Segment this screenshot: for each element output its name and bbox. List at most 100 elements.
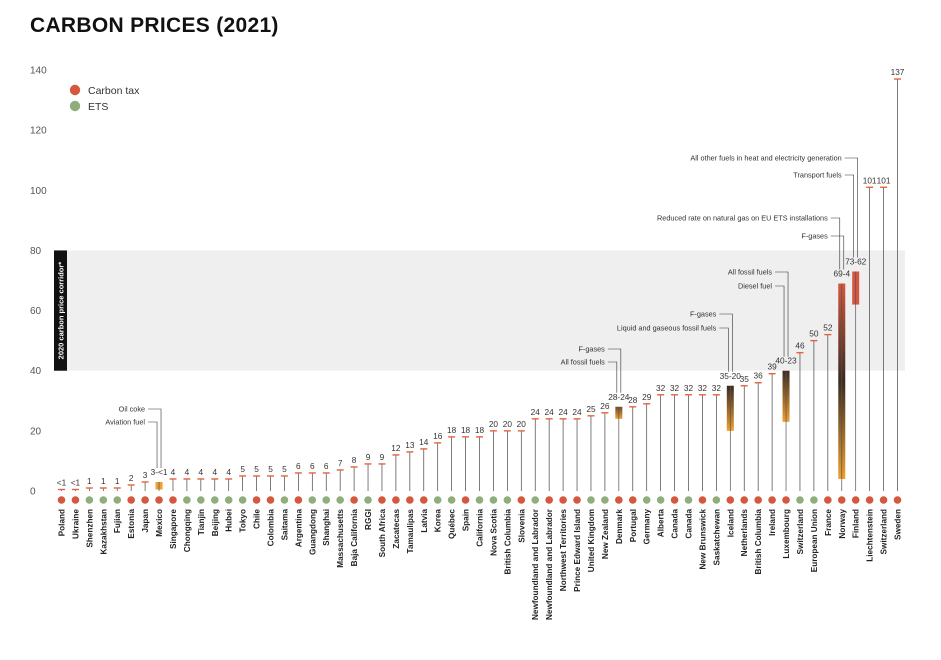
data-label: 5 [282, 464, 287, 474]
category-label: Shenzhen [85, 509, 94, 548]
data-label: 52 [823, 323, 833, 333]
data-label: 32 [670, 383, 680, 393]
category-dot-ets [796, 496, 804, 504]
data-label: 1 [87, 476, 92, 486]
data-label: 73-62 [845, 256, 867, 266]
y-tick-label: 100 [30, 186, 47, 197]
data-label: 29 [642, 392, 652, 402]
y-tick-label: 80 [30, 246, 42, 257]
category-dot-ets [656, 496, 665, 504]
category-label: New Brunswick [698, 509, 707, 570]
category-dot-tax [851, 496, 860, 504]
category-dot-tax [169, 496, 177, 504]
y-tick-label: 20 [30, 426, 42, 437]
data-label: 1 [101, 476, 106, 486]
category-label: Luxembourg [782, 509, 791, 559]
category-label: Denmark [615, 509, 624, 544]
data-label: 6 [310, 461, 315, 471]
category-label: Spain [462, 509, 471, 531]
data-label: 32 [656, 383, 666, 393]
category-dot-tax [266, 496, 275, 504]
data-label: 46 [795, 341, 805, 351]
data-label: 20 [489, 419, 499, 429]
category-label: Hubei [225, 509, 234, 532]
category-dot-ets [99, 496, 108, 504]
category-label: Québec [448, 509, 457, 539]
category-label: France [824, 509, 833, 536]
category-dot-ets [280, 496, 289, 504]
category-label: Ireland [768, 509, 777, 536]
category-label: Singapore [169, 509, 178, 549]
category-label: Switzerland [880, 509, 889, 555]
data-label: 32 [698, 383, 708, 393]
annotation-label: Reduced rate on natural gas on EU ETS in… [657, 214, 828, 223]
category-dot-ets [224, 496, 233, 504]
data-label: 28 [628, 395, 638, 405]
data-label: 5 [268, 464, 273, 474]
price-corridor-band [55, 250, 905, 371]
category-dot-ets [85, 496, 94, 504]
data-label: 5 [240, 464, 245, 474]
price-corridor-label-bg [54, 250, 67, 371]
category-label: Northwest Territories [559, 509, 568, 592]
category-label: Liechtenstein [866, 509, 875, 562]
category-label: RGGI [364, 509, 373, 530]
category-label: Germany [643, 509, 652, 545]
category-dot-tax [628, 496, 637, 504]
category-dot-tax [865, 496, 874, 504]
category-label: British Columbia [503, 509, 512, 575]
category-label: Alberta [657, 509, 666, 538]
category-dot-ets [322, 496, 331, 504]
category-dot-ets [308, 496, 317, 504]
category-dot-tax [559, 496, 567, 504]
category-dot-tax [754, 496, 762, 504]
data-label: 35-20 [720, 371, 742, 381]
category-dot-tax [252, 496, 261, 504]
category-label: Tokyo [239, 509, 248, 533]
data-label: 14 [419, 437, 429, 447]
data-label: 26 [600, 401, 610, 411]
data-label: 69-4 [833, 269, 850, 279]
data-label: 12 [391, 443, 401, 453]
category-dot-tax [782, 496, 790, 504]
category-label: Estonia [127, 509, 136, 539]
annotation-leader [148, 421, 158, 468]
data-label: 4 [171, 467, 176, 477]
data-label: 6 [296, 461, 301, 471]
category-label: United Kingdom [587, 509, 596, 572]
y-tick-label: 120 [30, 126, 47, 137]
category-dot-tax [545, 496, 553, 504]
data-label: <1 [57, 477, 67, 487]
legend-label: ETS [88, 101, 108, 113]
data-label: 3-<1 [151, 467, 168, 477]
chart-title: CARBON PRICES (2021) [30, 14, 279, 37]
data-label: 24 [572, 407, 582, 417]
annotation-leader [607, 348, 622, 393]
category-dot-ets [587, 496, 595, 504]
category-dot-tax [837, 496, 846, 504]
category-label: Newfoundland and Labrador [531, 508, 540, 620]
category-dot-tax [57, 496, 66, 504]
category-label: Baja California [350, 509, 359, 567]
legend-dot-ets [69, 100, 81, 112]
annotation-label: F-gases [578, 345, 605, 354]
category-dot-tax [141, 496, 149, 504]
data-label: 18 [447, 425, 457, 435]
category-label: Nova Scotia [489, 509, 498, 556]
category-label: Poland [58, 509, 67, 536]
category-dot-tax [670, 496, 679, 504]
annotation-label: F-gases [801, 232, 828, 241]
category-label: Colombia [267, 509, 276, 547]
category-dot-ets [336, 496, 344, 504]
data-label: 18 [475, 425, 485, 435]
data-label: 24 [558, 407, 568, 417]
annotation-label: All fossil fuels [561, 358, 606, 367]
category-label: Canada [671, 509, 680, 539]
category-dot-tax [127, 496, 135, 504]
data-label: 101 [877, 175, 891, 185]
category-dot-tax [378, 496, 386, 504]
data-label: 24 [545, 407, 555, 417]
data-label: 13 [405, 440, 415, 450]
data-label: 4 [226, 467, 231, 477]
data-label: 5 [254, 464, 259, 474]
